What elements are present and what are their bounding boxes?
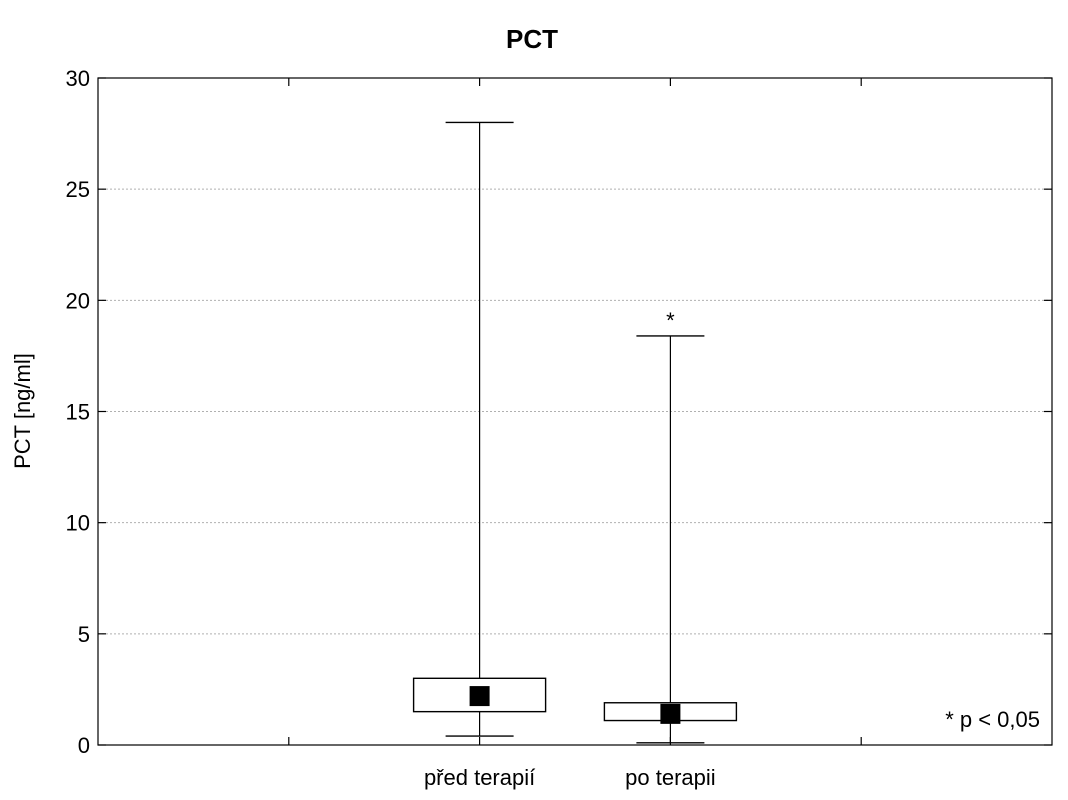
x-category-label: před terapií (424, 765, 535, 790)
box-layer: před terapií * po terapii (412, 121, 738, 790)
y-axis-label: PCT [ng/ml] (10, 353, 35, 469)
x-category-label: po terapii (625, 765, 716, 790)
chart-title: PCT (506, 24, 558, 54)
significance-star: * (666, 308, 675, 333)
y-tick-label: 15 (66, 400, 90, 425)
median-marker (469, 686, 490, 707)
significance-note: * p < 0,05 (945, 707, 1040, 732)
y-tick-label: 10 (66, 511, 90, 536)
grid-layer (98, 188, 1052, 635)
y-tick-label: 30 (66, 66, 90, 91)
y-tick-label: 0 (78, 733, 90, 758)
y-tick-label: 5 (78, 622, 90, 647)
y-tick-label: 25 (66, 177, 90, 202)
median-marker (660, 703, 681, 724)
y-tick-label: 20 (66, 288, 90, 313)
tick-layer: 0 5 10 15 20 25 30 (66, 66, 1052, 758)
